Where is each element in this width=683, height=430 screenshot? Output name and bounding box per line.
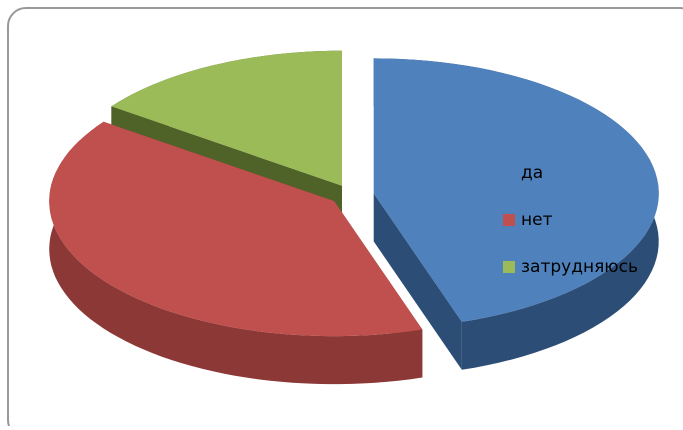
legend-swatch <box>503 214 515 226</box>
slice-side <box>49 121 423 385</box>
slice <box>49 121 423 337</box>
legend-label: затрудняюсь <box>521 257 638 277</box>
legend-swatch <box>503 167 515 179</box>
legend-label: нет <box>521 210 553 230</box>
legend-swatch <box>503 261 515 273</box>
slice <box>111 50 343 186</box>
slice-side <box>373 193 462 370</box>
legend-label: да <box>521 163 543 183</box>
slice <box>373 58 659 322</box>
